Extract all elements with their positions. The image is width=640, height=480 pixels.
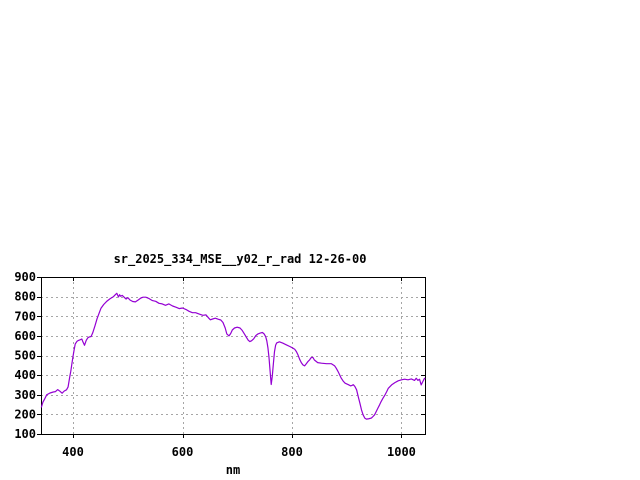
x-tick-label-600: 600 bbox=[172, 445, 194, 459]
y-tick-label-400: 400 bbox=[14, 368, 36, 382]
plot-border bbox=[41, 277, 426, 435]
y-tick-label-500: 500 bbox=[14, 349, 36, 363]
y-tick-label-900: 900 bbox=[14, 270, 36, 284]
y-tick-label-300: 300 bbox=[14, 388, 36, 402]
y-tick-label-600: 600 bbox=[14, 329, 36, 343]
y-tick-label-700: 700 bbox=[14, 309, 36, 323]
chart-title: sr_2025_334_MSE__y02_r_rad 12-26-00 bbox=[113, 252, 367, 266]
y-tick-label-100: 100 bbox=[14, 427, 36, 441]
spectrum-line bbox=[40, 292, 426, 420]
y-tick-label-800: 800 bbox=[14, 290, 36, 304]
x-axis-label: nm bbox=[225, 463, 241, 477]
y-tick-label-200: 200 bbox=[14, 407, 36, 421]
x-tick-label-800: 800 bbox=[281, 445, 303, 459]
x-tick-label-1000: 1000 bbox=[387, 445, 416, 459]
x-tick-label-400: 400 bbox=[62, 445, 84, 459]
